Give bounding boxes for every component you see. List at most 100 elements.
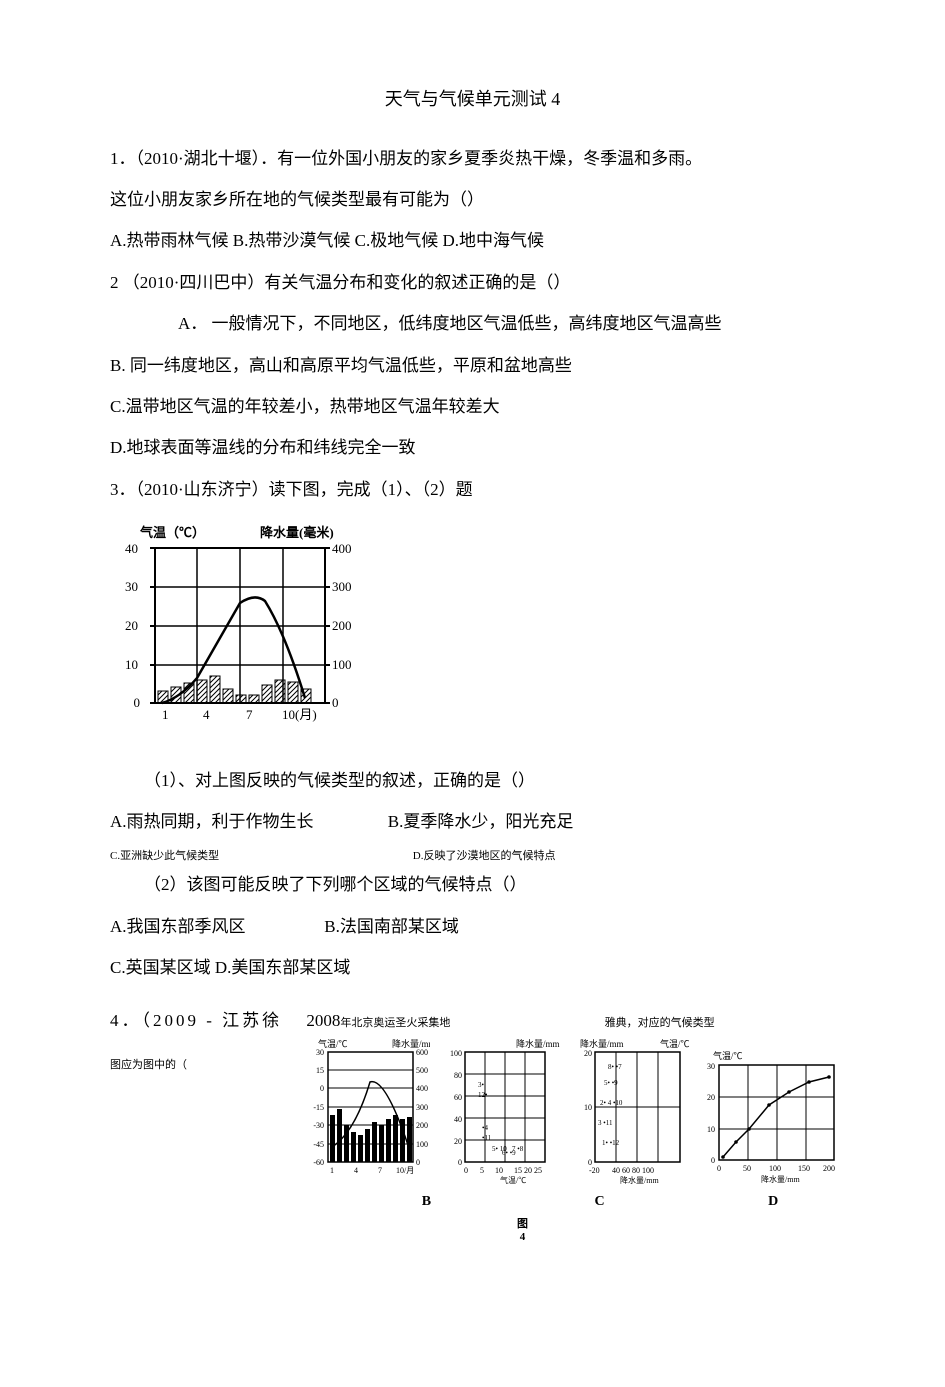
q3-sub2-stem: （2）该图可能反映了下列哪个区域的气候特点（）	[110, 866, 835, 903]
svg-text:•4: •4	[482, 1124, 488, 1132]
svg-text:7: 7	[378, 1166, 382, 1175]
svg-text:30: 30	[125, 579, 138, 594]
svg-text:-15: -15	[313, 1103, 324, 1112]
svg-text:100: 100	[416, 1140, 428, 1149]
svg-text:10: 10	[584, 1103, 592, 1112]
q3-sub1-optA: A.雨热同期，利于作物生长	[110, 803, 314, 840]
q3-sub2-ab: A.我国东部季风区 B.法国南部某区域	[110, 908, 835, 945]
svg-text:10: 10	[707, 1125, 715, 1134]
svg-text:100: 100	[332, 657, 352, 672]
svg-text:降水量/mm: 降水量/mm	[620, 1175, 659, 1185]
q4-label-d: D	[768, 1187, 778, 1218]
q4-chart-c: 降水量/mm 100 80 60 40 20 0 0 5 10 15 20 25…	[440, 1037, 560, 1187]
svg-text:8• •7: 8• •7	[608, 1063, 622, 1071]
svg-text:5• •9: 5• •9	[604, 1079, 618, 1087]
svg-text:10: 10	[125, 657, 138, 672]
svg-text:降水量/mm: 降水量/mm	[516, 1038, 560, 1049]
svg-text:80: 80	[454, 1071, 462, 1080]
svg-text:300: 300	[332, 579, 352, 594]
svg-text:1• •12: 1• •12	[602, 1139, 620, 1147]
svg-text:20: 20	[125, 618, 138, 633]
q2-optC: C.温带地区气温的年较差小，热带地区气温年较差大	[110, 388, 835, 425]
q4-chart-d2: 气温/℃ 30 20 10 0 0 50 100 150 200 降水量/mm	[701, 1037, 835, 1187]
q1-stem-line1: 1．（2010·湖北十堰）．有一位外国小朋友的家乡夏季炎热干燥，冬季温和多雨。	[110, 140, 835, 177]
svg-text:12•: 12•	[478, 1091, 488, 1099]
q3-chart-precip-label: 降水量(毫米)	[260, 525, 334, 540]
svg-text:10/月: 10/月	[396, 1166, 414, 1175]
svg-text:400: 400	[416, 1084, 428, 1093]
svg-text:40 60 80 100: 40 60 80 100	[612, 1166, 654, 1175]
svg-text:500: 500	[416, 1066, 428, 1075]
svg-text:2• 4 •10: 2• 4 •10	[600, 1099, 623, 1107]
svg-text:1: 1	[330, 1166, 334, 1175]
svg-text:40: 40	[454, 1115, 462, 1124]
q4-label-c: C	[595, 1187, 605, 1218]
svg-text:20: 20	[454, 1137, 462, 1146]
q3-sub1-ab-row: A.雨热同期，利于作物生长 B.夏季降水少，阳光充足	[110, 803, 835, 840]
svg-text:0: 0	[717, 1164, 721, 1173]
svg-text:3 •11: 3 •11	[598, 1119, 613, 1127]
svg-text:0: 0	[332, 695, 339, 710]
svg-text:4: 4	[354, 1166, 358, 1175]
svg-text:气温/℃: 气温/℃	[713, 1050, 743, 1061]
svg-text:5: 5	[480, 1166, 484, 1175]
svg-text:100: 100	[769, 1164, 781, 1173]
svg-text:300: 300	[416, 1103, 428, 1112]
svg-text:50: 50	[743, 1164, 751, 1173]
svg-text:40: 40	[125, 541, 138, 556]
q3-sub2-optB: B.法国南部某区域	[324, 917, 459, 936]
q3-sub1-optB: B.夏季降水少，阳光充足	[388, 812, 574, 831]
svg-text:降水量/mm: 降水量/mm	[580, 1038, 624, 1049]
svg-text:0: 0	[458, 1158, 462, 1167]
svg-text:30: 30	[707, 1062, 715, 1071]
q4-chart-labels: B C D	[340, 1187, 860, 1218]
svg-text:20: 20	[707, 1093, 715, 1102]
q3-sub2-cd: C.英国某区域 D.美国东部某区域	[110, 949, 835, 986]
svg-text:10(月): 10(月)	[282, 707, 317, 722]
svg-text:气温/℃: 气温/℃	[660, 1038, 690, 1049]
svg-text:0: 0	[464, 1166, 468, 1175]
svg-text:60: 60	[454, 1093, 462, 1102]
q4-right-small: 雅典，对应的气候类型	[605, 1017, 715, 1029]
q4-left-text: 4．（2009 - 江苏徐	[110, 1011, 282, 1030]
page-title: 天气与气候单元测试 4	[110, 80, 835, 120]
svg-text:•11: •11	[482, 1134, 492, 1142]
q2-optA: A． 一般情况下，不同地区，低纬度地区气温低些，高纬度地区气温高些	[110, 305, 835, 342]
q4-year: 2008	[306, 1011, 340, 1030]
q4-chart-d1: 降水量/mm 气温/℃ 0 10 20 -20 40 60 80 100 降水量…	[570, 1037, 690, 1187]
svg-text:0: 0	[711, 1156, 715, 1165]
svg-text:7 •8: 7 •8	[512, 1145, 524, 1153]
q3-sub1-stem: （1）、对上图反映的气候类型的叙述，正确的是（）	[110, 762, 835, 799]
svg-text:200: 200	[416, 1121, 428, 1130]
svg-text:10: 10	[495, 1166, 503, 1175]
svg-text:降水量/mm: 降水量/mm	[761, 1174, 800, 1184]
q2-optD: D.地球表面等温线的分布和纬线完全一致	[110, 429, 835, 466]
svg-text:200: 200	[332, 618, 352, 633]
q4-tu-label: 图4	[210, 1218, 835, 1244]
q2-optB: B. 同一纬度地区，高山和高原平均气温低些，平原和盆地高些	[110, 347, 835, 384]
svg-text:150: 150	[798, 1164, 810, 1173]
svg-text:15 20 25: 15 20 25	[514, 1166, 542, 1175]
q3-sub1-cd-row: C.亚洲缺少此气候类型 D.反映了沙漠地区的气候特点	[110, 844, 835, 868]
svg-text:20: 20	[584, 1049, 592, 1058]
svg-text:-20: -20	[589, 1166, 600, 1175]
q1-stem-line2: 这位小朋友家乡所在地的气候类型最有可能为（）	[110, 181, 835, 218]
q4-chart-b: 气温/℃ 降水量/mm 30 15 0 -15 -30 -45 -60 600 …	[300, 1037, 430, 1187]
svg-text:4: 4	[203, 707, 210, 722]
q3-stem: 3．（2010·山东济宁）读下图，完成（1）、（2）题	[110, 471, 835, 508]
q3-climate-chart: 气温（℃） 降水量(毫米) 40 30 20 10 0 400 300 200 …	[110, 523, 835, 746]
svg-text:0: 0	[416, 1158, 420, 1167]
q1-options: A.热带雨林气候 B.热带沙漠气候 C.极地气候 D.地中海气候	[110, 222, 835, 259]
q4-top-line: 4．（2009 - 江苏徐 2008年北京奥运圣火采集地 雅典，对应的气候类型	[110, 1002, 715, 1039]
q3-sub1-optD: D.反映了沙漠地区的气候特点	[413, 850, 556, 862]
q4-mid-small: 年北京奥运圣火采集地	[340, 1017, 450, 1029]
q3-sub1-optC: C.亚洲缺少此气候类型	[110, 844, 410, 868]
svg-text:600: 600	[416, 1048, 428, 1057]
svg-text:-45: -45	[313, 1140, 324, 1149]
svg-text:15: 15	[316, 1066, 324, 1075]
svg-text:0: 0	[320, 1084, 324, 1093]
svg-text:30: 30	[316, 1048, 324, 1057]
svg-text:0: 0	[134, 695, 141, 710]
svg-text:100: 100	[450, 1049, 462, 1058]
q3-chart-temp-label: 气温（℃）	[140, 525, 205, 540]
